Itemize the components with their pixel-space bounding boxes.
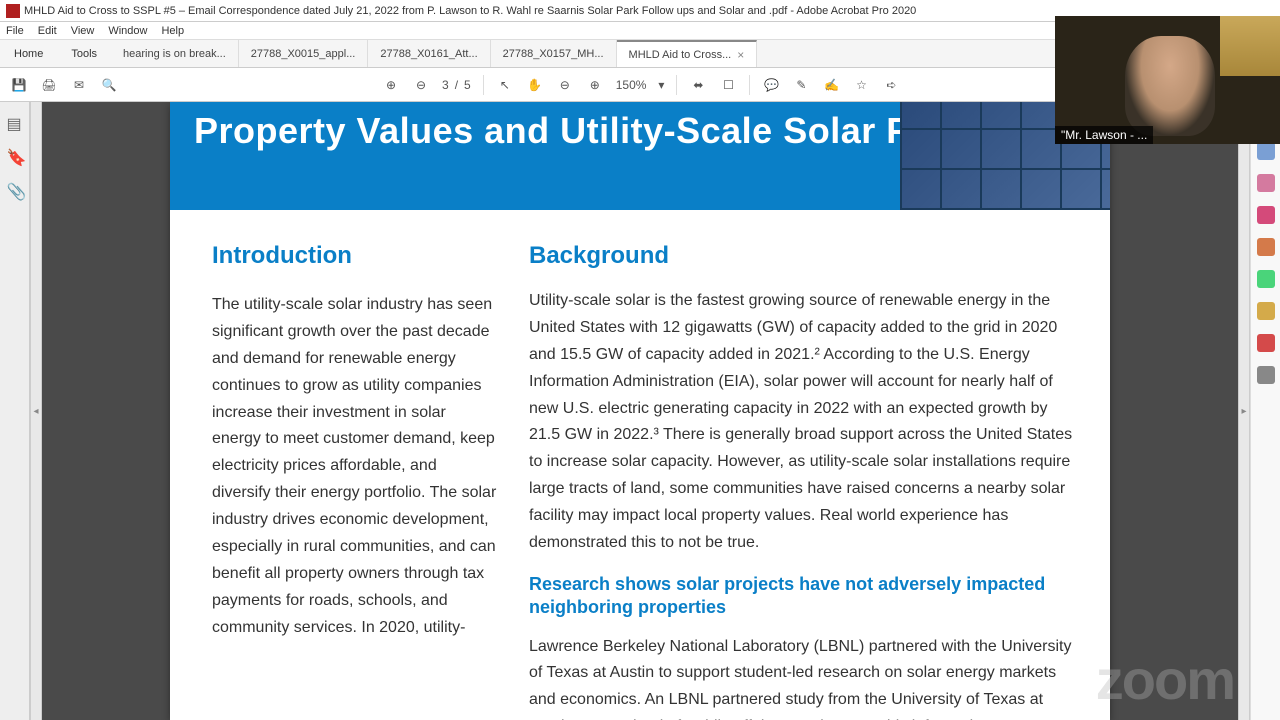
fit-width-icon[interactable]: ⬌	[689, 76, 707, 94]
tool-shortcut-3[interactable]	[1257, 238, 1275, 256]
bookmark-icon[interactable]: 🔖	[7, 148, 23, 164]
mail-icon[interactable]: ✉	[70, 76, 88, 94]
video-bg-cabinet	[1220, 16, 1280, 76]
window-title: MHLD Aid to Cross to SSPL #5 – Email Cor…	[24, 5, 916, 17]
tool-shortcut-7[interactable]	[1257, 366, 1275, 384]
tool-shortcut-0[interactable]	[1257, 142, 1275, 160]
background-heading: Background	[529, 242, 1076, 270]
right-collapse-handle[interactable]: ▸	[1238, 102, 1250, 720]
tool-shortcut-2[interactable]	[1257, 206, 1275, 224]
left-sidebar: ▤ 🔖 📎	[0, 102, 30, 720]
doc-tab-4[interactable]: MHLD Aid to Cross...×	[617, 40, 758, 67]
pdf-page: Property Values and Utility-Scale Solar …	[170, 102, 1110, 720]
zoom-chevron-icon[interactable]: ▾	[658, 78, 664, 92]
page-current[interactable]: 3	[442, 78, 449, 92]
sign-icon[interactable]: ✍	[822, 76, 840, 94]
menu-help[interactable]: Help	[161, 25, 184, 37]
print-icon[interactable]: 🖨	[40, 76, 58, 94]
page-down-icon[interactable]: ⊖	[412, 76, 430, 94]
doc-tab-0[interactable]: hearing is on break...	[111, 40, 239, 67]
document-hero: Property Values and Utility-Scale Solar …	[170, 102, 1110, 210]
share-icon[interactable]: ➪	[882, 76, 900, 94]
video-overlay: "Mr. Lawson - ...	[1055, 16, 1280, 144]
highlight-icon[interactable]: ✎	[792, 76, 810, 94]
save-icon[interactable]: 💾	[10, 76, 28, 94]
sub-heading: Research shows solar projects have not a…	[529, 573, 1076, 620]
doc-tab-3[interactable]: 27788_X0157_MH...	[491, 40, 617, 67]
background-body: Utility-scale solar is the fastest growi…	[529, 288, 1076, 557]
left-collapse-handle[interactable]: ◂	[30, 102, 42, 720]
stamp-icon[interactable]: ☆	[852, 76, 870, 94]
tool-shortcut-1[interactable]	[1257, 174, 1275, 192]
intro-body: The utility-scale solar industry has see…	[212, 292, 497, 641]
fit-page-icon[interactable]: ☐	[719, 76, 737, 94]
tool-shortcut-6[interactable]	[1257, 334, 1275, 352]
page-total: 5	[464, 78, 471, 92]
doc-tab-2[interactable]: 27788_X0161_Att...	[368, 40, 490, 67]
tools-tab[interactable]: Tools	[57, 48, 111, 60]
sub-body: Lawrence Berkeley National Laboratory (L…	[529, 634, 1076, 720]
menu-file[interactable]: File	[6, 25, 24, 37]
zoom-level[interactable]: 150%	[616, 78, 647, 92]
page-indicator: 3 / 5	[442, 78, 471, 92]
tool-shortcut-4[interactable]	[1257, 270, 1275, 288]
document-view[interactable]: Property Values and Utility-Scale Solar …	[42, 102, 1238, 720]
attachment-icon[interactable]: 📎	[7, 182, 23, 198]
doc-tab-1[interactable]: 27788_X0015_appl...	[239, 40, 369, 67]
tool-shortcut-5[interactable]	[1257, 302, 1275, 320]
menu-window[interactable]: Window	[108, 25, 147, 37]
video-presenter	[1125, 36, 1215, 136]
page-up-icon[interactable]: ⊕	[382, 76, 400, 94]
close-icon[interactable]: ×	[737, 48, 744, 62]
menu-view[interactable]: View	[71, 25, 95, 37]
search-icon[interactable]: 🔍	[100, 76, 118, 94]
app-icon	[6, 4, 20, 18]
hand-icon[interactable]: ✋	[526, 76, 544, 94]
home-tab[interactable]: Home	[0, 48, 57, 60]
menu-edit[interactable]: Edit	[38, 25, 57, 37]
right-tools-pane	[1250, 102, 1280, 720]
thumbnails-icon[interactable]: ▤	[7, 114, 23, 130]
intro-heading: Introduction	[212, 242, 497, 270]
video-name-label: "Mr. Lawson - ...	[1055, 126, 1153, 144]
pointer-icon[interactable]: ↖	[496, 76, 514, 94]
zoom-out-icon[interactable]: ⊖	[556, 76, 574, 94]
comment-icon[interactable]: 💬	[762, 76, 780, 94]
zoom-in-icon[interactable]: ⊕	[586, 76, 604, 94]
